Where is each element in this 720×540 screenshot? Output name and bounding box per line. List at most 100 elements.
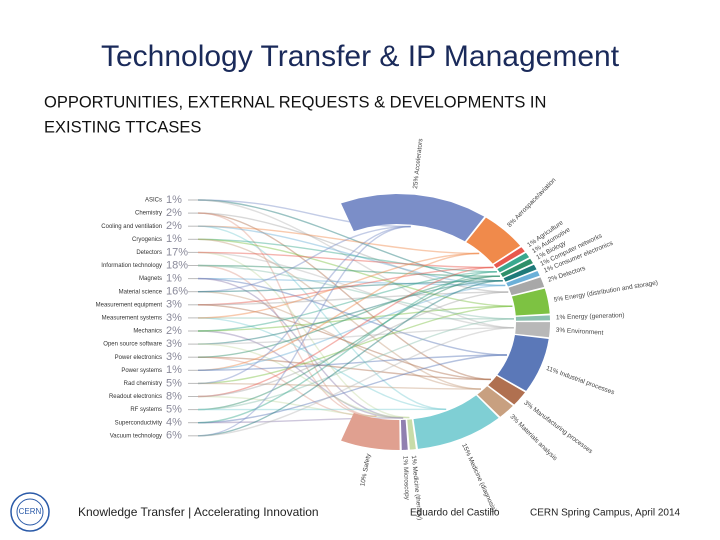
application-segment (497, 335, 549, 391)
flow (197, 266, 494, 398)
flow (197, 275, 500, 358)
flow (197, 317, 514, 320)
flow (197, 277, 507, 356)
subtitle: EXISTING TTCASES (44, 118, 201, 136)
application-segment (466, 217, 521, 264)
technology-label: RF systems (130, 407, 162, 413)
flow (197, 280, 503, 345)
logo-ring (16, 498, 44, 526)
application-segment (493, 247, 525, 268)
technology-label: Chemistry (135, 211, 162, 217)
technology-label: Measurement equipment (96, 302, 163, 308)
flow (197, 280, 503, 293)
application-segment (511, 288, 550, 316)
application-label: 25% Accelerators (412, 137, 425, 189)
technology-percent: 17% (166, 246, 188, 258)
technology-percent: 6% (166, 430, 182, 442)
flow (197, 225, 411, 385)
technology-percent: 16% (166, 286, 188, 298)
flow (197, 238, 497, 273)
flow (197, 275, 500, 411)
application-segment (506, 270, 540, 287)
flow (197, 291, 481, 390)
technology-label: Superconductivity (115, 420, 162, 426)
flow (197, 264, 377, 418)
application-label: 3% Manufacturing processes (522, 400, 594, 456)
application-segment (515, 322, 550, 338)
application-segment (488, 375, 525, 405)
application-label: 3% Environment (555, 327, 603, 337)
flow (197, 266, 494, 306)
flow (197, 212, 377, 418)
technology-percent: 1% (166, 273, 182, 285)
flow (197, 327, 514, 437)
technology-percent: 4% (166, 417, 182, 429)
flow (197, 317, 447, 411)
application-label: 8% Aerospace/aviation (506, 176, 558, 228)
flow (197, 356, 491, 381)
technology-percent: 1% (166, 364, 182, 376)
flow (197, 318, 514, 411)
technology-percent: 3% (166, 312, 182, 324)
flow (197, 212, 509, 293)
flow (197, 284, 506, 371)
technology-percent: 2% (166, 207, 182, 219)
technology-label: Rad chemistry (124, 381, 162, 387)
flow (197, 252, 480, 319)
technology-label: Cooling and ventilation (101, 224, 162, 230)
technology-percent: 5% (166, 404, 182, 416)
flow (197, 277, 404, 419)
technology-label: Information technology (101, 263, 162, 269)
flow (197, 304, 491, 381)
subtitle: OPPORTUNITIES, EXTERNAL REQUESTS & DEVEL… (44, 93, 546, 111)
flow (197, 251, 494, 269)
logo-text: CERN (19, 507, 42, 516)
technology-percent: 18% (166, 259, 188, 271)
application-label: 10% Safety (359, 452, 372, 487)
application-segment (515, 315, 550, 321)
technology-percent: 3% (166, 351, 182, 363)
application-segment (497, 252, 530, 273)
flow (197, 343, 410, 419)
flow (197, 395, 410, 419)
technology-percent: 2% (166, 325, 182, 337)
flow (197, 291, 509, 306)
technology-label: Power systems (121, 368, 162, 374)
flow (197, 382, 481, 390)
application-segment (477, 386, 513, 417)
flow (197, 199, 503, 282)
application-segment (413, 395, 499, 449)
application-label: 1% Energy (generation) (556, 312, 625, 321)
application-label: 5% Energy (distribution and storage) (553, 279, 658, 303)
flow (197, 330, 404, 419)
flow (197, 225, 447, 411)
technology-label: Vacuum technology (110, 433, 162, 439)
technology-percent: 8% (166, 390, 182, 402)
flow (197, 225, 480, 255)
flow (197, 277, 506, 287)
technology-label: Mechanics (133, 329, 162, 335)
technology-label: Detectors (136, 250, 162, 256)
flow (197, 238, 513, 307)
application-segment (407, 419, 416, 450)
footer: CERN Knowledge Transfer | Accelerating I… (10, 492, 681, 532)
flow (197, 354, 507, 424)
application-segment (500, 258, 534, 277)
flow (197, 199, 411, 228)
flow (197, 354, 507, 371)
technology-percent: 3% (166, 338, 182, 350)
flow (197, 291, 509, 398)
technology-label: Material science (119, 289, 163, 295)
flow (197, 238, 481, 390)
flow (197, 225, 411, 437)
flow (197, 271, 497, 424)
flow (197, 356, 377, 418)
flow (197, 199, 514, 329)
footer-author: Eduardo del Castillo (410, 508, 500, 519)
technology-percent: 1% (166, 194, 182, 206)
flow (197, 305, 513, 332)
flow (197, 305, 513, 385)
technology-label: Readout electronics (109, 394, 162, 400)
footer-tagline: Knowledge Transfer | Accelerating Innova… (78, 505, 319, 519)
flow (197, 252, 480, 371)
